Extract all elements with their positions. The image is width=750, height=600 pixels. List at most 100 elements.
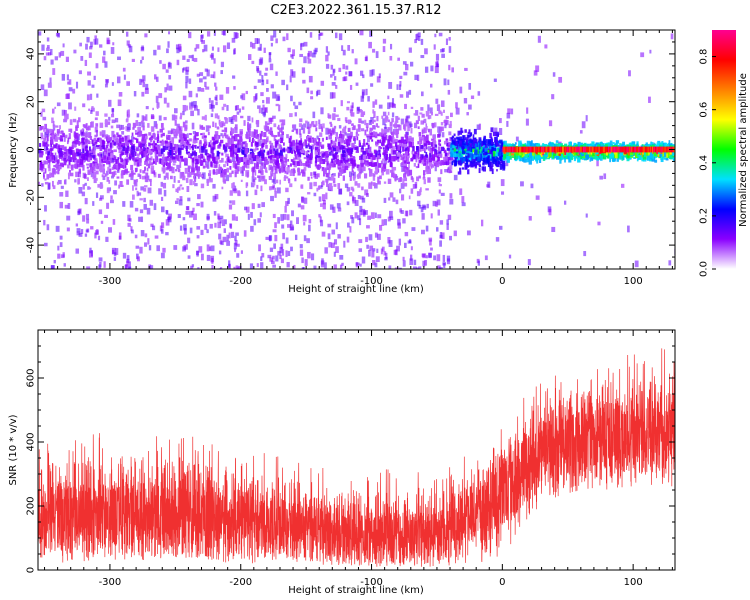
spectrogram-cell: [384, 219, 387, 226]
spectrogram-cell: [327, 223, 332, 228]
spectrogram-cell: [544, 44, 548, 49]
spectrogram-cell: [312, 111, 316, 119]
spectrogram-cell: [251, 131, 255, 138]
spectrogram-cell: [457, 130, 460, 136]
spectrogram-cell: [131, 135, 134, 143]
spectrogram-cell: [141, 122, 145, 128]
spectrogram-cell: [261, 79, 265, 86]
spectrogram-cell: [496, 169, 498, 172]
spectrogram-cell: [59, 201, 64, 209]
spectrogram-cell: [144, 233, 148, 238]
spectrogram-cell: [122, 126, 125, 130]
spectrogram-cell: [361, 120, 365, 124]
spectrogram-cell: [50, 265, 55, 269]
spectrogram-cell: [207, 31, 211, 37]
spectrogram-cell: [65, 134, 68, 139]
spectrogram-cell: [485, 160, 487, 165]
spectrogram-cell: [459, 188, 463, 195]
spectrogram-cell: [256, 263, 259, 267]
spectrogram-cell: [220, 61, 225, 68]
spectrogram-cell: [173, 175, 176, 183]
spectrogram-cell: [134, 129, 137, 133]
spectrogram-cell: [238, 108, 242, 113]
spectrogram-cell: [151, 225, 156, 231]
spectrogram-cell: [235, 265, 239, 269]
spectrogram-cell: [417, 153, 420, 160]
spectrogram-cell: [369, 69, 373, 77]
spectrogram-cell: [394, 150, 398, 155]
spectrogram-cell: [348, 163, 351, 167]
spectrogram-cell: [107, 148, 112, 155]
spectrogram-cell: [44, 242, 48, 247]
spectrogram-cell: [82, 158, 85, 163]
spectrogram-cell: [63, 180, 66, 185]
spectrogram-cell: [124, 147, 128, 153]
spectrogram-cell: [389, 43, 393, 50]
spectrogram-cell: [161, 156, 166, 162]
spectrogram-cell: [123, 74, 126, 80]
spectrogram-cell: [383, 169, 386, 172]
spectrogram-cell: [91, 106, 94, 110]
spectrogram-cell: [402, 146, 404, 152]
spectrogram-cell: [170, 153, 174, 160]
spectrogram-cell: [207, 157, 210, 163]
spectrogram-cell: [146, 167, 149, 172]
spectrogram-cell: [368, 173, 372, 177]
spectrogram-cell: [370, 181, 373, 185]
spectrogram-cell: [405, 139, 409, 144]
spectrogram-cell: [396, 245, 400, 252]
spectrogram-cell: [289, 141, 293, 147]
spectrogram-cell: [427, 128, 430, 133]
spectrogram-cell: [298, 159, 302, 162]
spectrogram-cell: [378, 73, 381, 79]
spectrogram-cell: [458, 160, 462, 166]
spectrogram-cell: [461, 153, 465, 156]
spectrogram-cell: [465, 155, 468, 161]
spectrogram-cell: [323, 170, 325, 177]
spectrogram-cell: [231, 37, 236, 43]
spectrogram-cell: [152, 142, 156, 148]
spectrogram-cell: [339, 146, 342, 150]
spectrogram-cell: [292, 140, 296, 146]
spectrogram-cell: [426, 203, 429, 209]
spectrogram-cell: [351, 147, 354, 152]
spectrogram-cell: [459, 143, 462, 147]
spectrogram-cell: [220, 173, 224, 178]
spectrogram-cell: [207, 125, 211, 129]
spectrogram-cell: [337, 172, 340, 178]
spectrogram-cell: [182, 55, 186, 60]
spectrogram-cell: [376, 233, 381, 240]
spectrogram-cell: [91, 84, 95, 88]
spectrogram-cell: [375, 51, 379, 59]
spectrogram-cell: [58, 136, 62, 140]
spectrogram-cell: [63, 263, 66, 267]
spectrogram-cell: [360, 154, 364, 160]
spectrogram-cell: [279, 155, 283, 162]
spectrogram-cell: [406, 157, 410, 163]
spectrogram-cell: [441, 48, 445, 52]
spectrogram-cell: [188, 55, 193, 59]
spectrogram-cell: [169, 143, 173, 149]
spectrogram-cell: [189, 227, 193, 234]
spectrogram-cell: [372, 248, 376, 252]
spectrogram-cell: [325, 136, 328, 140]
spectrogram-cell: [528, 216, 532, 221]
spectrogram-cell: [294, 112, 297, 117]
spectrogram-cell: [340, 130, 342, 136]
spectrogram-cell: [330, 74, 333, 78]
spectrogram-cell: [237, 191, 241, 197]
spectrogram-cell: [175, 154, 178, 159]
spectrogram-cell: [649, 49, 652, 54]
spectrogram-cell: [296, 161, 301, 167]
spectrogram-cell: [311, 52, 316, 58]
spectrogram-cell: [188, 171, 192, 178]
spectrogram-cell: [406, 170, 410, 177]
spectrogram-cell: [278, 168, 282, 174]
spectrogram-cell: [98, 160, 102, 167]
spectrogram-cell: [45, 156, 49, 161]
spectrogram-cell: [443, 156, 446, 162]
spectrogram-cell: [253, 219, 257, 226]
spectrogram-cell: [405, 150, 409, 155]
spectrogram-cell: [326, 161, 329, 167]
spectrogram-cell: [185, 177, 189, 183]
